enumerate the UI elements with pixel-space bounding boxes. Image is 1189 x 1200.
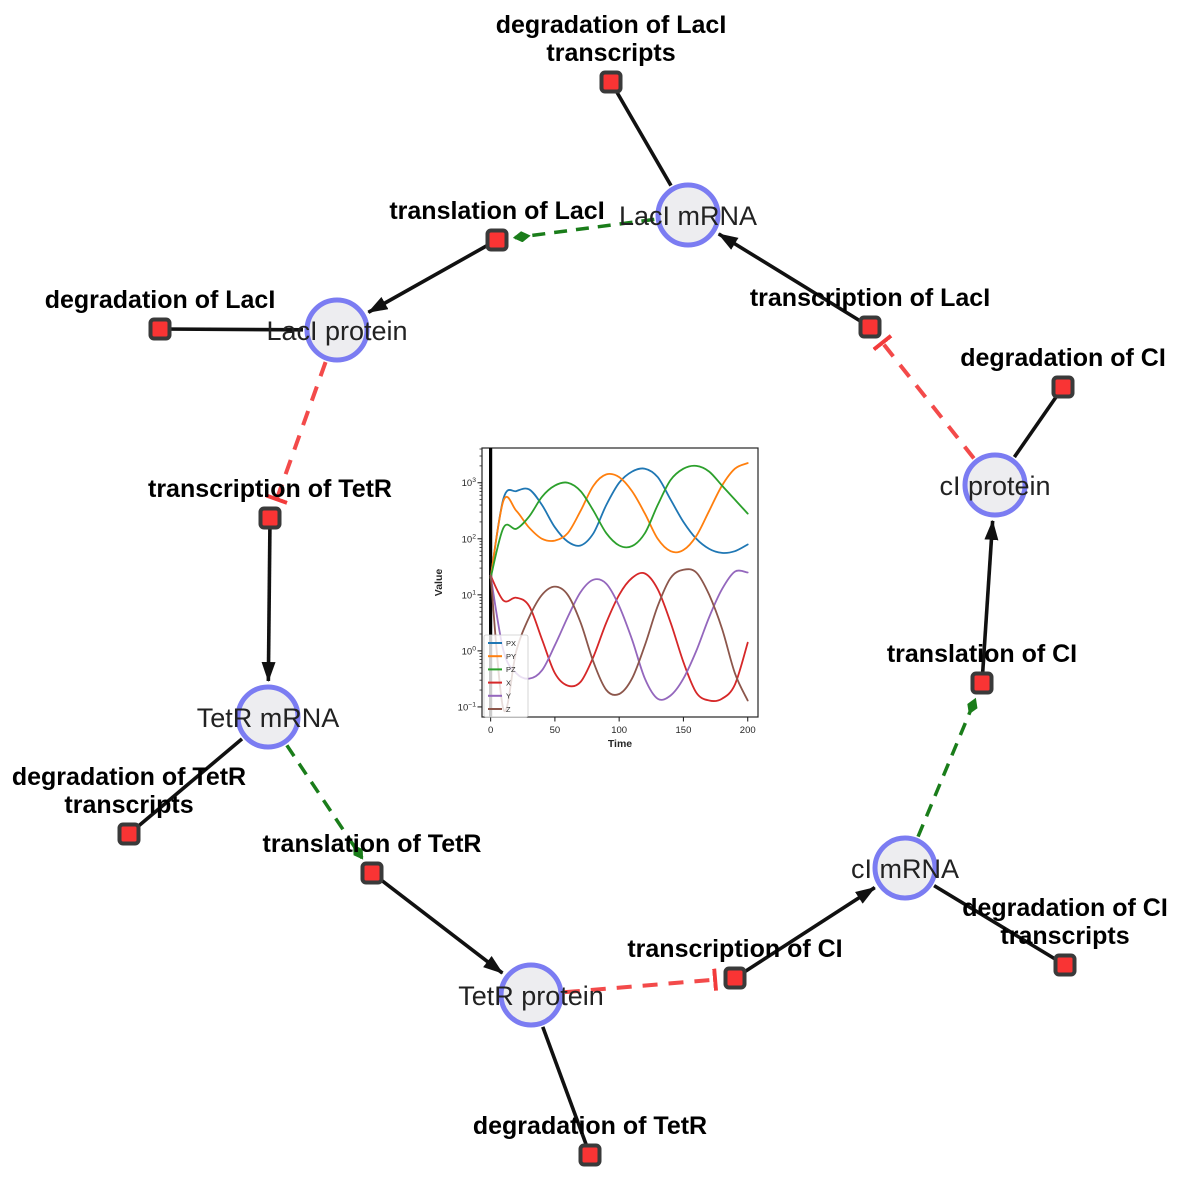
legend-label-X: X [506,678,511,687]
species-label-ci-mrna: cI mRNA [851,854,959,884]
reaction-node-transcription-of-laci[interactable] [858,315,882,339]
chart-series-group [489,462,749,713]
edge-activation-tetr-mrna-to-translation-of-tetr [285,744,364,860]
reaction-label-degradation-of-laci-transcripts-line1: degradation of LacI [496,11,727,39]
reaction-label-degradation-of-tetr-transcripts-line2: transcripts [64,791,193,819]
edge-arrow-transcription-of-tetr-to-tetr-mrna [261,517,276,683]
chart-series-PY [489,462,749,579]
reaction-label-degradation-of-ci-transcripts-line1: degradation of CI [962,894,1168,922]
legend-label-PY: PY [506,652,516,661]
reaction-node-degradation-of-tetr-transcripts[interactable] [117,822,141,846]
species-label-ci-protein: cI protein [939,471,1050,501]
y-tick-label: 101 [462,589,477,601]
legend-label-PZ: PZ [506,665,516,674]
legend-label-PX: PX [506,639,516,648]
edge-arrow-transcription-of-laci-to-laci-mrna [717,232,871,329]
species-node-laci-protein[interactable] [304,297,370,363]
edge-plain-degradation-of-tetr-to-tetr-protein [541,1026,592,1156]
species-node-tetr-mrna[interactable] [235,684,301,750]
reaction-label-degradation-of-tetr: degradation of TetR [473,1112,707,1140]
reaction-label-degradation-of-laci: degradation of LacI [45,286,276,314]
chart-series-Z [489,568,749,713]
x-tick-label: 100 [611,725,627,736]
species-label-tetr-mrna: TetR mRNA [197,703,340,733]
species-node-laci-mrna[interactable] [655,182,721,248]
legend-label-Z: Z [506,705,511,714]
reaction-node-degradation-of-ci-transcripts[interactable] [1053,953,1077,977]
edge-activation-laci-mrna-to-translation-of-laci [512,217,655,243]
reaction-node-translation-of-tetr[interactable] [360,861,384,885]
edge-arrow-translation-of-laci-to-laci-protein [367,238,498,314]
species-label-laci-protein: LacI protein [266,316,407,346]
edge-arrow-translation-of-ci-to-ci-protein [980,519,999,684]
y-axis-label: Value [433,569,445,597]
chart-series-Y [489,569,749,701]
edge-activation-ci-mrna-to-translation-of-ci [916,697,978,838]
reaction-label-transcription-of-ci: transcription of CI [627,935,842,963]
species-node-ci-mrna[interactable] [872,835,938,901]
reaction-label-translation-of-tetr: translation of TetR [263,830,482,858]
inset-timeseries-chart: 10−1 100 101 102 103 0 50 100 150 200 Time Value PX P… [433,447,759,750]
reaction-node-translation-of-ci[interactable] [970,671,994,695]
x-axis-label: Time [608,738,632,750]
y-tick-label: 103 [462,477,477,489]
reaction-node-transcription-of-tetr[interactable] [258,506,282,530]
x-tick-label: 200 [740,725,756,736]
legend-label-Y: Y [506,692,511,701]
y-tick-label: 10−1 [458,701,477,713]
reaction-label-degradation-of-ci: degradation of CI [960,344,1166,372]
y-tick-label: 102 [462,533,477,545]
reaction-node-degradation-of-tetr[interactable] [578,1143,602,1167]
x-tick-label: 150 [676,725,692,736]
species-node-tetr-protein[interactable] [498,962,564,1028]
reaction-label-transcription-of-tetr: transcription of TetR [148,475,392,503]
reaction-label-degradation-of-tetr-transcripts-line1: degradation of TetR [12,763,246,791]
species-label-laci-mrna: LacI mRNA [619,201,757,231]
reaction-node-degradation-of-laci[interactable] [148,317,172,341]
reaction-node-degradation-of-laci-transcripts[interactable] [599,70,623,94]
reaction-label-degradation-of-laci-transcripts-line2: transcripts [546,39,675,67]
x-tick-label: 0 [488,725,493,736]
reaction-label-transcription-of-laci: transcription of LacI [750,284,990,312]
reaction-node-translation-of-laci[interactable] [485,228,509,252]
edge-arrow-translation-of-tetr-to-tetr-protein [370,871,504,975]
edge-plain-degradation-of-ci-to-ci-protein [1012,385,1065,459]
chart-series-PX [489,467,749,579]
chart-series-PZ [489,464,749,579]
edge-plain-degradation-of-ci-transcripts-to-ci-mrna [933,884,1066,967]
edge-plain-degradation-of-laci-to-laci-protein [159,327,304,332]
reaction-label-translation-of-ci: translation of CI [887,640,1077,668]
reaction-label-degradation-of-ci-transcripts-line2: transcripts [1000,922,1129,950]
chart-series-X [489,571,749,702]
x-tick-label: 50 [550,725,561,736]
reaction-node-degradation-of-ci[interactable] [1051,375,1075,399]
edge-plain-degradation-of-laci-transcripts-to-laci-mrna [609,81,673,187]
reaction-label-translation-of-laci: translation of LacI [389,197,604,225]
edge-plain-degradation-of-tetr-transcripts-to-tetr-mrna [127,737,244,836]
species-node-ci-protein[interactable] [962,452,1028,518]
species-label-tetr-protein: TetR protein [458,981,604,1011]
edge-arrow-transcription-of-ci-to-ci-mrna [734,886,876,980]
y-tick-label: 100 [462,645,477,657]
reaction-node-transcription-of-ci[interactable] [723,966,747,990]
